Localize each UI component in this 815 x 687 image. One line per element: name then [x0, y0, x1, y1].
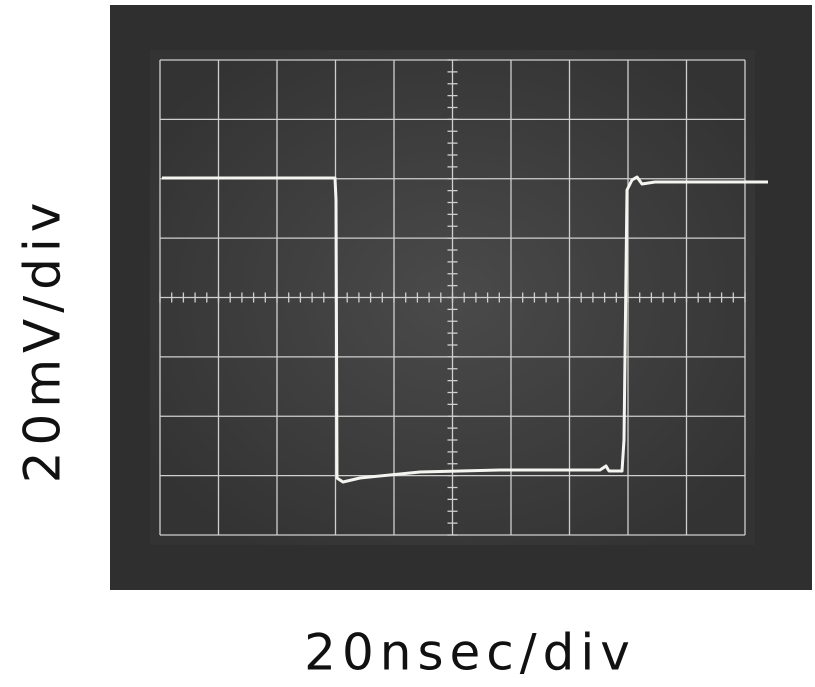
- y-axis-label: 20mV/div: [14, 197, 72, 484]
- x-axis-label: 20nsec/div: [304, 624, 636, 682]
- page: 20mV/div 20nsec/div (() => { const data …: [0, 0, 815, 687]
- oscilloscope-photo: 20mV/div 20nsec/div: [0, 0, 815, 687]
